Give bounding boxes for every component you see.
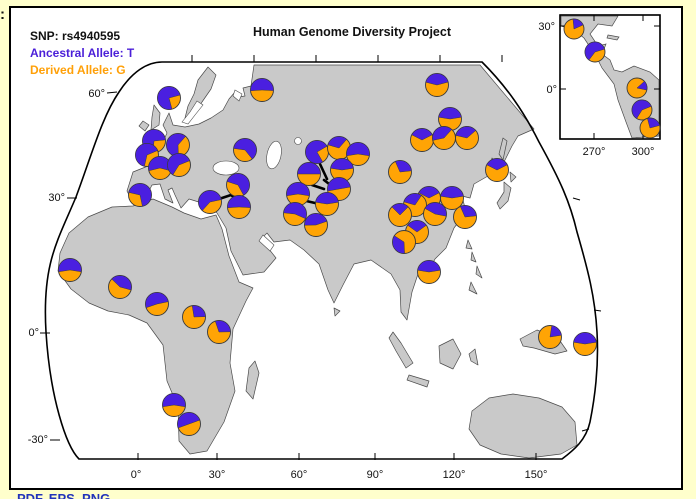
aral-sea bbox=[294, 137, 302, 145]
pie-marker bbox=[145, 292, 169, 316]
axis-label: 300° bbox=[632, 146, 655, 158]
cropped-label-fragment: : bbox=[0, 6, 5, 23]
axis-label: -30° bbox=[28, 434, 48, 446]
pie-marker bbox=[305, 140, 329, 164]
right-tick bbox=[593, 309, 602, 312]
axis-label: 30° bbox=[48, 192, 65, 204]
pie-marker bbox=[283, 202, 307, 226]
download-links[interactable]: PDF, EPS, PNG bbox=[17, 491, 111, 499]
pie-marker bbox=[108, 275, 132, 299]
pie-marker bbox=[403, 193, 427, 217]
pie-marker bbox=[315, 192, 339, 216]
pie-leader-line bbox=[310, 183, 326, 191]
pie-marker bbox=[388, 203, 412, 227]
pie-marker bbox=[453, 205, 477, 229]
pie-marker bbox=[440, 186, 464, 210]
axis-label: 270° bbox=[583, 146, 606, 158]
white-sea bbox=[232, 89, 243, 102]
axis-label: 60° bbox=[291, 469, 308, 481]
pie-marker bbox=[432, 126, 456, 150]
pie-marker bbox=[207, 320, 231, 344]
pie-marker bbox=[198, 190, 222, 214]
persian-gulf bbox=[258, 234, 275, 252]
axis-label: 30° bbox=[538, 21, 555, 33]
pie-marker bbox=[157, 86, 181, 110]
pie-marker bbox=[573, 332, 597, 356]
pie-marker bbox=[297, 162, 321, 186]
pie-marker bbox=[233, 138, 257, 162]
pie-marker bbox=[425, 73, 449, 97]
figure-panel: 60° 30° 0° -30° 0° 30° 60° 90° 120° 150° 30° 0° 270°… bbox=[9, 6, 683, 490]
pie-marker bbox=[639, 117, 661, 139]
pie-marker bbox=[410, 128, 434, 152]
pie-marker bbox=[538, 325, 562, 349]
baltic-sea bbox=[181, 100, 204, 125]
pie-marker bbox=[626, 77, 648, 99]
pie-marker bbox=[148, 156, 172, 180]
pie-marker bbox=[182, 305, 206, 329]
pie-marker bbox=[392, 230, 416, 254]
landmasses bbox=[57, 64, 578, 459]
axis-label: 0° bbox=[546, 84, 557, 96]
ancestral-allele-label: Ancestral Allele: T bbox=[30, 46, 135, 60]
axis-label: 120° bbox=[443, 469, 466, 481]
pie-marker bbox=[167, 153, 191, 177]
axis-label: 30° bbox=[209, 469, 226, 481]
pie-marker bbox=[226, 173, 250, 197]
pie-marker bbox=[128, 183, 152, 207]
pie-marker bbox=[485, 158, 509, 182]
pie-marker bbox=[438, 107, 462, 131]
pie-marker bbox=[250, 78, 274, 102]
pie-marker bbox=[631, 99, 653, 121]
caspian-sea bbox=[266, 140, 282, 170]
allele-legend: SNP: rs4940595 Ancestral Allele: T Deriv… bbox=[30, 28, 134, 79]
pie-leader-line bbox=[318, 162, 329, 181]
pie-marker bbox=[423, 202, 447, 226]
pie-marker bbox=[584, 41, 606, 63]
figure-title: Human Genome Diversity Project bbox=[253, 25, 451, 39]
pie-marker bbox=[286, 182, 310, 206]
pie-marker bbox=[417, 260, 441, 284]
lat-tick bbox=[106, 91, 118, 94]
pie-marker bbox=[388, 160, 412, 184]
pie-marker bbox=[162, 393, 186, 417]
axis-label: 90° bbox=[367, 469, 384, 481]
pie-marker bbox=[455, 126, 479, 150]
pie-marker bbox=[177, 412, 201, 436]
map-outline bbox=[44, 61, 599, 460]
pie-marker bbox=[58, 258, 82, 282]
map-canvas: 60° 30° 0° -30° 0° 30° 60° 90° 120° 150° 30° 0° 270°… bbox=[28, 14, 661, 481]
pie-marker bbox=[563, 18, 585, 40]
pie-marker bbox=[346, 142, 370, 166]
snp-label: SNP: rs4940595 bbox=[30, 29, 121, 43]
right-tick bbox=[572, 197, 581, 201]
pie-marker bbox=[227, 195, 251, 219]
right-tick bbox=[581, 428, 590, 432]
pie-marker bbox=[304, 213, 328, 237]
axis-label: 0° bbox=[28, 327, 39, 339]
inset-map-border bbox=[559, 14, 661, 140]
axis-label: 60° bbox=[88, 88, 105, 100]
derived-allele-label: Derived Allele: G bbox=[30, 63, 126, 77]
axis-label: 0° bbox=[131, 469, 142, 481]
pie-marker bbox=[135, 143, 159, 167]
black-sea bbox=[212, 160, 240, 176]
axis-label: 150° bbox=[525, 469, 548, 481]
pie-marker bbox=[166, 133, 190, 157]
